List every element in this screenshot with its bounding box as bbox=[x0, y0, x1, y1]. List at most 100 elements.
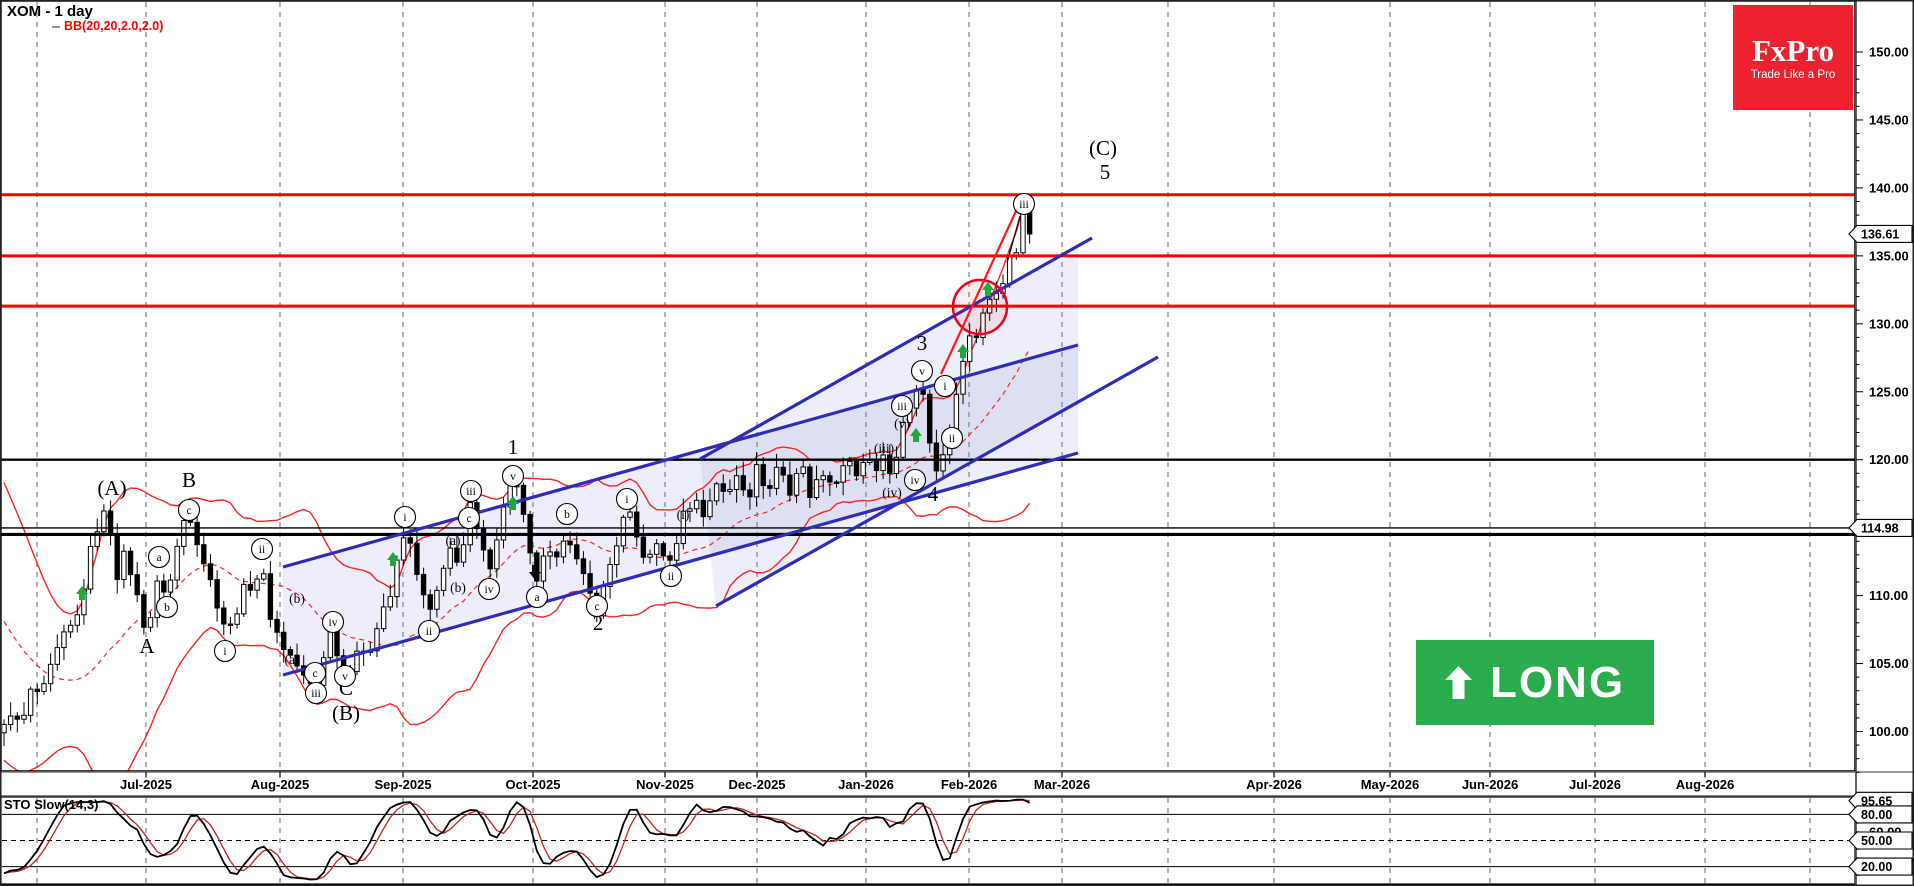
candle-body bbox=[760, 464, 766, 487]
wave-circle bbox=[501, 464, 525, 488]
price-axis-label[interactable]: 150.00 bbox=[1869, 45, 1909, 60]
current-price-tag-text: 136.61 bbox=[1861, 227, 1899, 241]
candle-body bbox=[101, 510, 107, 533]
month-label[interactable]: Jun-2026 bbox=[1462, 777, 1518, 792]
wave-label-circled: ii bbox=[250, 537, 274, 561]
price-axis-label[interactable]: 110.00 bbox=[1869, 588, 1908, 603]
wave-circle-text: iii bbox=[1019, 199, 1029, 211]
wave-label-circled: a bbox=[147, 545, 171, 569]
wave-circle-text: v bbox=[919, 366, 925, 378]
month-label[interactable]: Mar-2026 bbox=[1034, 777, 1090, 792]
wave-circle-text: a bbox=[534, 592, 539, 604]
candle-body bbox=[167, 579, 174, 593]
price-axis: 150.00 145.00 140.00 135.00 130.00 125.00 120.… bbox=[1856, 45, 1909, 773]
candle-body bbox=[234, 613, 240, 625]
candle-body bbox=[121, 550, 127, 580]
month-label[interactable]: Dec-2025 bbox=[728, 777, 785, 792]
candle-body bbox=[134, 574, 140, 596]
wave-label-major: 3 bbox=[917, 331, 928, 355]
month-label[interactable]: Jul-2026 bbox=[1569, 777, 1621, 792]
month-label[interactable]: Nov-2025 bbox=[636, 777, 694, 792]
candle-body bbox=[620, 516, 627, 547]
month-label[interactable]: Aug-2025 bbox=[251, 777, 310, 792]
price-axis-label[interactable]: 145.00 bbox=[1869, 112, 1909, 127]
wave-circle-text: ii bbox=[668, 571, 674, 583]
candle-body bbox=[933, 442, 940, 472]
wave-label-circled: ii bbox=[940, 426, 964, 450]
candle-body bbox=[21, 714, 27, 720]
price-axis-label[interactable]: 130.00 bbox=[1869, 316, 1909, 331]
wave-circle-text: c bbox=[594, 601, 599, 613]
candle-body bbox=[893, 456, 900, 475]
candle-body bbox=[773, 466, 780, 489]
candle-body bbox=[354, 650, 360, 673]
candle-body bbox=[700, 499, 706, 518]
wave-circle bbox=[250, 537, 274, 561]
bollinger-lower bbox=[3, 495, 1031, 771]
candle-body bbox=[560, 540, 567, 558]
buy-arrow-icon bbox=[76, 586, 88, 600]
price-axis-label[interactable]: 125.00 bbox=[1869, 384, 1909, 399]
month-label[interactable]: Aug-2026 bbox=[1676, 777, 1735, 792]
fxpro-logo: FxPro Trade Like a Pro bbox=[1733, 5, 1853, 110]
candle-body bbox=[807, 466, 813, 499]
candle-body bbox=[334, 629, 340, 657]
candle-body bbox=[973, 335, 980, 338]
price-axis-label[interactable]: 140.00 bbox=[1869, 180, 1909, 195]
wave-circle-text: i bbox=[223, 646, 226, 658]
price-axis-label[interactable]: 135.00 bbox=[1869, 248, 1909, 263]
month-label[interactable]: Sep-2025 bbox=[374, 777, 431, 792]
wave-circle-text: c bbox=[186, 505, 191, 517]
candle-body bbox=[673, 543, 680, 561]
wave-label-circled: ii bbox=[417, 619, 441, 643]
wave-1-2-channel-lower-line bbox=[282, 451, 1079, 677]
wave-3-5-channel-upper-line bbox=[699, 236, 1093, 461]
candle-body bbox=[767, 485, 773, 489]
stoch-tag-box bbox=[1848, 857, 1913, 876]
current-price-tag: 136.61 bbox=[1848, 224, 1913, 244]
wave-label-paren: (i) bbox=[677, 507, 690, 522]
month-label[interactable]: Jul-2025 bbox=[120, 777, 172, 792]
candle-body bbox=[653, 543, 660, 555]
candle-body bbox=[647, 553, 653, 558]
wave-circle bbox=[457, 506, 481, 530]
candle-body bbox=[47, 663, 54, 685]
candle-body bbox=[241, 583, 247, 615]
candle-body bbox=[147, 617, 154, 628]
wave-circle-text: ii bbox=[259, 544, 265, 556]
candle-body bbox=[813, 479, 820, 499]
candle-body bbox=[793, 472, 800, 496]
wave-label-paren: (v) bbox=[894, 416, 910, 431]
long-signal-badge: LONG bbox=[1416, 640, 1654, 725]
candle-body bbox=[847, 460, 853, 467]
stoch-tag: 20.00 bbox=[1848, 857, 1913, 876]
month-label[interactable]: Oct-2025 bbox=[506, 777, 561, 792]
wave-label-major: 1 bbox=[508, 435, 519, 459]
candle-body bbox=[127, 550, 134, 576]
candle-body bbox=[67, 624, 74, 633]
price-axis-label[interactable]: 120.00 bbox=[1869, 452, 1909, 467]
candle-body bbox=[287, 649, 294, 656]
price-axis-label[interactable]: 105.00 bbox=[1869, 656, 1909, 671]
wave-circle bbox=[213, 639, 237, 663]
candle-body bbox=[54, 647, 60, 665]
candle-body bbox=[74, 614, 80, 626]
candle-body bbox=[827, 475, 833, 483]
candle-body bbox=[460, 544, 467, 563]
long-signal-label: LONG bbox=[1489, 657, 1626, 707]
candle-body bbox=[887, 454, 893, 475]
candle-body bbox=[627, 511, 633, 518]
candle-body bbox=[634, 511, 640, 538]
candle-body bbox=[487, 549, 493, 570]
candle-body bbox=[380, 606, 387, 630]
month-label[interactable]: May-2026 bbox=[1361, 777, 1420, 792]
month-label[interactable]: Feb-2026 bbox=[941, 777, 997, 792]
candle-body bbox=[707, 500, 713, 518]
month-label[interactable]: Jan-2026 bbox=[838, 777, 894, 792]
price-axis-label[interactable]: 100.00 bbox=[1869, 724, 1909, 739]
candle-body bbox=[640, 536, 647, 558]
month-label[interactable]: Apr-2026 bbox=[1246, 777, 1302, 792]
time-axis: Jul-2025 Aug-2025 Sep-2025 Oct-2025 Nov-2025… bbox=[120, 772, 1734, 792]
